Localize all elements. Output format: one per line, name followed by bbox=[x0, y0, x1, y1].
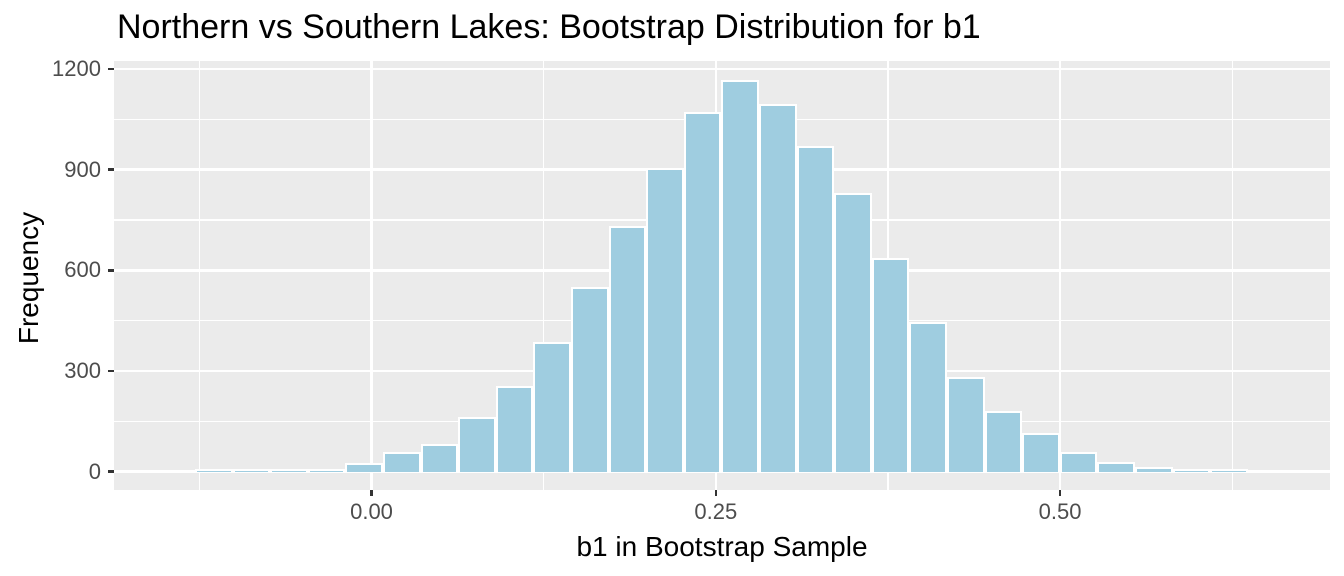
y-tick-mark bbox=[108, 369, 114, 373]
histogram-bar bbox=[1097, 461, 1135, 472]
histogram-bar bbox=[345, 462, 384, 472]
histogram-bar bbox=[307, 468, 346, 472]
x-tick-mark bbox=[714, 490, 718, 496]
plot-panel bbox=[114, 61, 1330, 490]
histogram-bar bbox=[909, 321, 948, 472]
histogram-bar bbox=[1172, 468, 1211, 472]
x-major-gridline bbox=[1058, 61, 1062, 490]
histogram-bar bbox=[1059, 452, 1098, 472]
histogram-bar bbox=[232, 469, 271, 472]
histogram-bar bbox=[871, 258, 910, 472]
histogram-bar bbox=[608, 226, 647, 472]
x-tick-mark bbox=[1058, 490, 1062, 496]
histogram-bar bbox=[759, 103, 797, 472]
histogram-bar bbox=[1210, 469, 1248, 472]
y-tick-label: 0 bbox=[88, 458, 101, 484]
x-tick-mark bbox=[370, 490, 373, 496]
y-tick-mark bbox=[108, 470, 114, 473]
histogram-bar bbox=[683, 112, 722, 472]
histogram-bar bbox=[984, 411, 1023, 472]
histogram-bar bbox=[533, 342, 572, 472]
y-tick-label: 1200 bbox=[52, 56, 101, 82]
x-minor-gridline bbox=[198, 61, 200, 490]
histogram-bar bbox=[1022, 433, 1060, 472]
histogram-bar bbox=[1134, 466, 1173, 472]
y-tick-label: 600 bbox=[64, 257, 101, 283]
histogram-bar bbox=[270, 468, 308, 472]
y-tick-mark bbox=[108, 67, 114, 71]
y-tick-mark bbox=[108, 168, 114, 171]
histogram-bar bbox=[495, 385, 534, 472]
x-tick-label: 0.50 bbox=[1038, 499, 1082, 524]
histogram-bar bbox=[420, 443, 459, 472]
histogram-bar bbox=[947, 376, 985, 472]
y-tick-mark bbox=[108, 269, 114, 272]
histogram-bar bbox=[834, 192, 872, 472]
x-tick-label: 0.00 bbox=[350, 499, 393, 524]
histogram-bar bbox=[458, 416, 496, 472]
plot-title: Northern vs Southern Lakes: Bootstrap Di… bbox=[117, 8, 981, 46]
histogram-bar bbox=[646, 167, 684, 472]
histogram-bar bbox=[383, 452, 421, 472]
y-major-gridline bbox=[114, 470, 1330, 473]
histogram-bar bbox=[571, 286, 609, 472]
y-tick-label: 300 bbox=[64, 357, 101, 383]
histogram-bar bbox=[195, 469, 233, 472]
x-major-gridline bbox=[370, 61, 373, 490]
x-minor-gridline bbox=[543, 61, 545, 490]
y-tick-label: 900 bbox=[64, 156, 101, 182]
x-axis-title: b1 in Bootstrap Sample bbox=[576, 531, 868, 562]
histogram-bar bbox=[796, 145, 835, 472]
histogram-bar bbox=[721, 80, 760, 472]
y-major-gridline bbox=[114, 67, 1330, 71]
x-minor-gridline bbox=[1231, 61, 1233, 490]
x-tick-label: 0.25 bbox=[694, 499, 738, 524]
